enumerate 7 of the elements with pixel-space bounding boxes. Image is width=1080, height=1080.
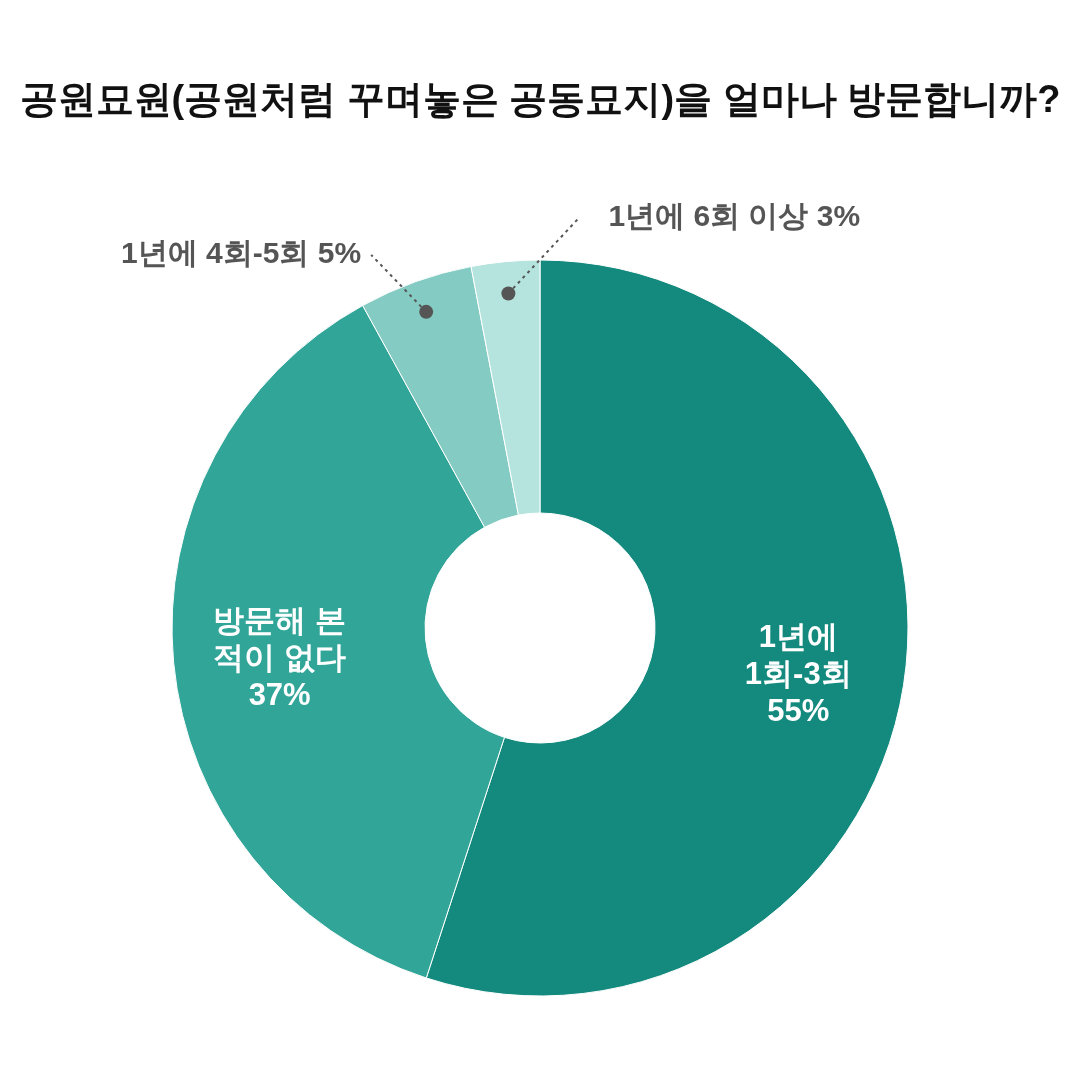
chart-title: 공원묘원(공원처럼 꾸며놓은 공동묘지)을 얼마나 방문합니까? bbox=[19, 78, 1061, 120]
slice-label: 1년에 4회-5회 5% bbox=[121, 235, 362, 269]
data-label: 55% bbox=[767, 692, 830, 728]
slice-label: 1년에 1회-3회 bbox=[744, 618, 852, 691]
slice-label: 1년에 6회 이상 3% bbox=[608, 199, 861, 233]
data-label: 37% bbox=[248, 676, 311, 712]
slice-label: 방문해 본 적이 없다 bbox=[213, 602, 346, 675]
